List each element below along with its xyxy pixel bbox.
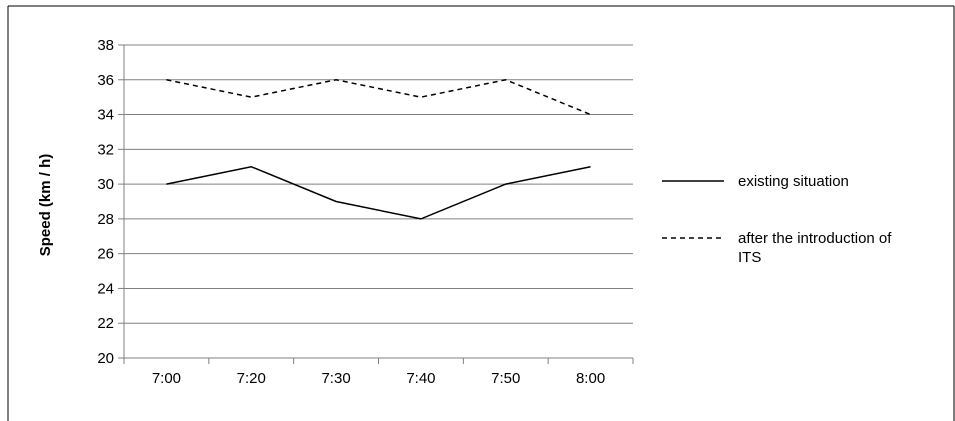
x-tick-label: 7:30: [321, 370, 350, 387]
series-line-solid: [166, 165, 591, 220]
y-tick-label: 22: [97, 315, 114, 332]
x-tick-label: 7:40: [406, 370, 435, 387]
y-tick-label: 30: [97, 176, 114, 193]
y-tick-labels: 20 22 24 26 28 30 32 34 36 38: [97, 37, 114, 367]
y-tick-label: 38: [97, 37, 114, 54]
y-tick-label: 26: [97, 246, 114, 263]
x-tick-label: 8:00: [576, 370, 605, 387]
y-tick-label: 24: [97, 280, 114, 297]
grid-lines: [124, 44, 633, 359]
x-tick-label: 7:20: [237, 370, 266, 387]
y-tick-label: 20: [97, 350, 114, 367]
x-tick-label: 7:50: [491, 370, 520, 387]
y-tick-label: 36: [97, 72, 114, 89]
series-line-dashed: [166, 78, 591, 116]
y-tick-label: 34: [97, 107, 114, 124]
x-tick-label: 7:00: [152, 370, 181, 387]
axes: [118, 44, 634, 364]
legend-label: after the introduction of ITS: [738, 230, 892, 266]
series-lines: [166, 78, 591, 220]
x-tick-labels: 7:00 7:20 7:30 7:40 7:50 8:00: [152, 370, 605, 387]
y-tick-label: 28: [97, 211, 114, 228]
y-axis-title: Speed (km / h): [37, 154, 54, 257]
y-tick-label: 32: [97, 141, 114, 158]
legend: existing situation after the introduction…: [662, 173, 892, 266]
legend-label: existing situation: [738, 173, 849, 190]
